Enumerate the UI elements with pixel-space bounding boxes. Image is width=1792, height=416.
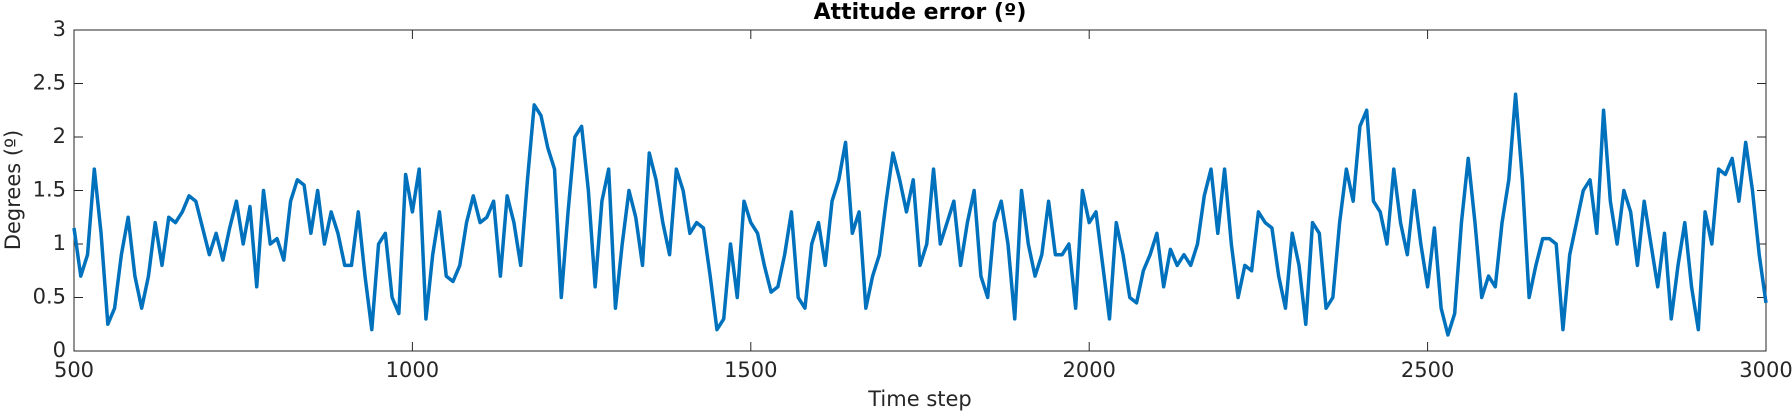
x-tick-label: 2000 — [1062, 358, 1115, 382]
x-tick-label: 3000 — [1739, 358, 1792, 382]
x-axis-label: Time step — [867, 387, 972, 411]
plot-area — [73, 29, 1767, 352]
y-tick-label: 0 — [53, 338, 66, 362]
x-tick-label: 2500 — [1401, 358, 1454, 382]
x-tick-label: 1000 — [386, 358, 439, 382]
y-tick-label: 2.5 — [33, 71, 66, 95]
y-tick-label: 1.5 — [33, 178, 66, 202]
y-tick-label: 0.5 — [33, 285, 66, 309]
y-tick-label: 3 — [53, 17, 66, 41]
chart-title: Attitude error (º) — [814, 0, 1027, 25]
y-tick-label: 2 — [53, 124, 66, 148]
x-tick-label: 500 — [54, 358, 94, 382]
y-tick-label: 1 — [53, 231, 66, 255]
y-axis-label: Degrees (º) — [1, 130, 25, 250]
x-tick-label: 1500 — [724, 358, 777, 382]
data-line — [72, 92, 1768, 337]
